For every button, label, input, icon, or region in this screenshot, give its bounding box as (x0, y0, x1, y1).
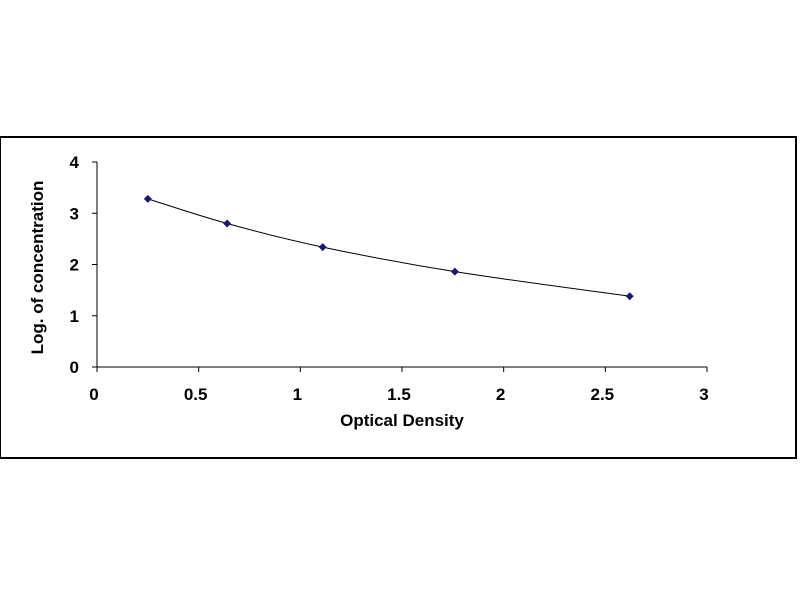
axes (96, 162, 707, 368)
y-tick-label: 2 (70, 256, 79, 275)
y-tick-label: 0 (70, 358, 79, 377)
data-point-marker (223, 219, 232, 228)
data-point-marker (625, 292, 634, 301)
x-tick-label: 2 (496, 385, 505, 404)
series-line (147, 198, 630, 297)
data-point-marker (318, 243, 327, 252)
x-tick-label: 0.5 (184, 385, 208, 404)
x-tick-label: 1.5 (387, 385, 411, 404)
y-axis-title: Log. of concentration (28, 181, 47, 355)
x-axis-title: Optical Density (340, 411, 464, 430)
y-tick-label: 1 (70, 307, 79, 326)
y-tick-label: 3 (70, 204, 79, 223)
tick-labels: 0 0.5 1 1.5 2 2.5 3 0 1 2 3 4 (70, 153, 709, 404)
x-tick-label: 3 (699, 385, 708, 404)
chart-frame (0, 136, 797, 459)
ticks (92, 161, 708, 372)
x-tick-label: 0 (89, 385, 98, 404)
data-points (143, 194, 634, 301)
y-tick-label: 4 (70, 153, 80, 172)
x-tick-label: 2.5 (591, 385, 615, 404)
data-point-marker (143, 194, 152, 203)
data-point-marker (450, 267, 459, 276)
x-tick-label: 1 (293, 385, 302, 404)
